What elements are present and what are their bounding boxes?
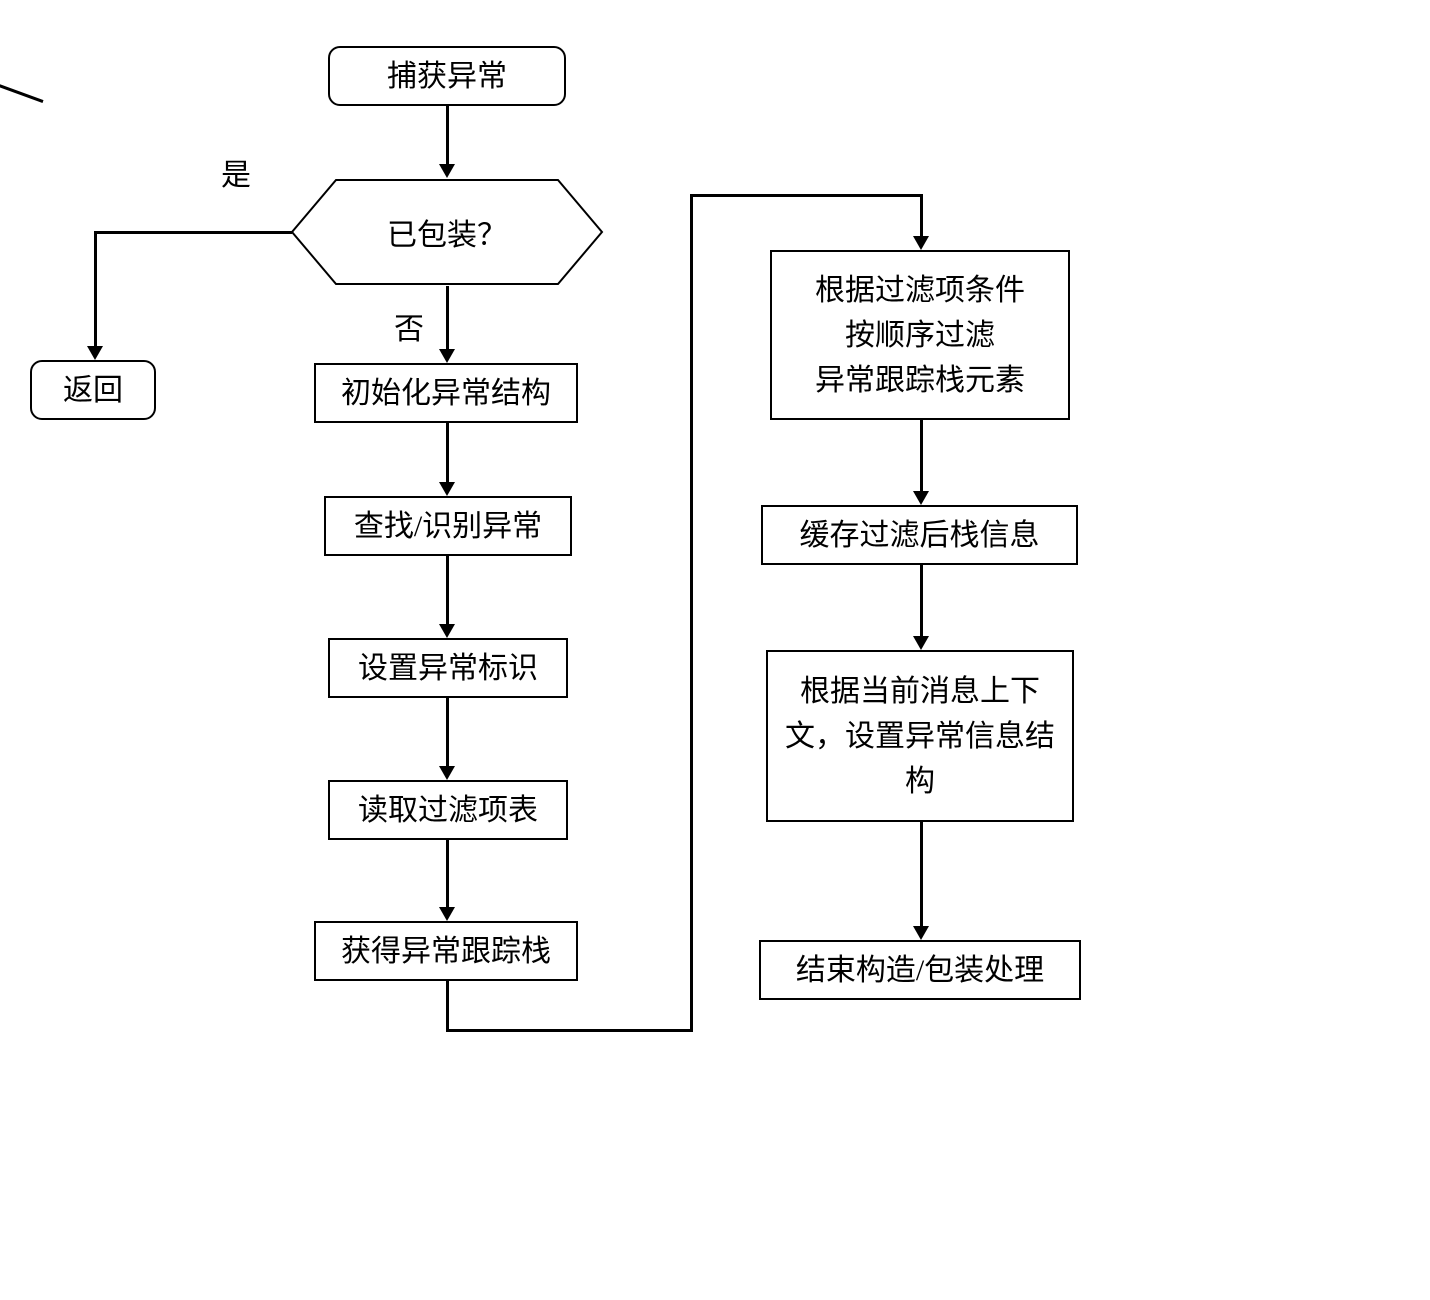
label-no: 否 xyxy=(394,304,424,348)
edge-decision-init xyxy=(446,286,449,349)
edge-readfilter-getstack xyxy=(446,840,449,907)
edge-getstack-filter-h2 xyxy=(690,194,922,197)
node-setctx: 根据当前消息上下 文，设置异常信息结 构 xyxy=(766,650,1074,822)
node-return: 返回 xyxy=(30,360,156,420)
node-end: 结束构造/包装处理 xyxy=(759,940,1081,1000)
edge-find-setid xyxy=(446,556,449,624)
node-find: 查找/识别异常 xyxy=(324,496,572,556)
node-return-label: 返回 xyxy=(63,368,123,413)
arrowhead xyxy=(913,491,929,505)
node-getstack: 获得异常跟踪栈 xyxy=(314,921,578,981)
arrowhead xyxy=(913,636,929,650)
arrowhead xyxy=(439,624,455,638)
label-yes: 是 xyxy=(221,150,251,194)
node-init-label: 初始化异常结构 xyxy=(341,371,551,416)
node-start: 捕获异常 xyxy=(328,46,566,106)
edge-start-decision xyxy=(446,106,449,164)
node-start-label: 捕获异常 xyxy=(387,54,507,99)
edge-filter-cache xyxy=(920,420,923,491)
slash-mark xyxy=(0,83,44,103)
arrowhead xyxy=(439,349,455,363)
node-find-label: 查找/识别异常 xyxy=(354,504,542,549)
node-decision-label: 已包装？ xyxy=(387,210,507,254)
node-readfilter: 读取过滤项表 xyxy=(328,780,568,840)
edge-decision-return-h xyxy=(94,231,292,234)
edge-setid-readfilter xyxy=(446,698,449,766)
edge-getstack-filter-v1 xyxy=(446,981,449,1031)
node-getstack-label: 获得异常跟踪栈 xyxy=(341,929,551,974)
arrowhead xyxy=(439,164,455,178)
node-readfilter-label: 读取过滤项表 xyxy=(358,788,538,833)
arrowhead xyxy=(913,236,929,250)
node-filter-label: 根据过滤项条件 按顺序过滤 异常跟踪栈元素 xyxy=(815,268,1025,403)
node-end-label: 结束构造/包装处理 xyxy=(796,948,1044,993)
node-setid-label: 设置异常标识 xyxy=(358,646,538,691)
edge-getstack-filter-v2 xyxy=(690,194,693,1032)
edge-cache-setctx xyxy=(920,565,923,636)
arrowhead xyxy=(439,482,455,496)
edge-decision-return-v xyxy=(94,231,97,347)
node-cache-label: 缓存过滤后栈信息 xyxy=(800,513,1040,558)
edge-getstack-filter-v3 xyxy=(920,194,923,236)
node-decision: 已包装？ xyxy=(290,178,604,286)
edge-getstack-filter-h1 xyxy=(446,1029,692,1032)
arrowhead xyxy=(913,926,929,940)
arrowhead xyxy=(439,766,455,780)
node-init: 初始化异常结构 xyxy=(314,363,578,423)
node-cache: 缓存过滤后栈信息 xyxy=(761,505,1078,565)
node-setctx-label: 根据当前消息上下 文，设置异常信息结 构 xyxy=(785,669,1055,804)
arrowhead xyxy=(87,346,103,360)
node-setid: 设置异常标识 xyxy=(328,638,568,698)
node-filter: 根据过滤项条件 按顺序过滤 异常跟踪栈元素 xyxy=(770,250,1070,420)
arrowhead xyxy=(439,907,455,921)
edge-init-find xyxy=(446,423,449,482)
edge-setctx-end xyxy=(920,822,923,926)
